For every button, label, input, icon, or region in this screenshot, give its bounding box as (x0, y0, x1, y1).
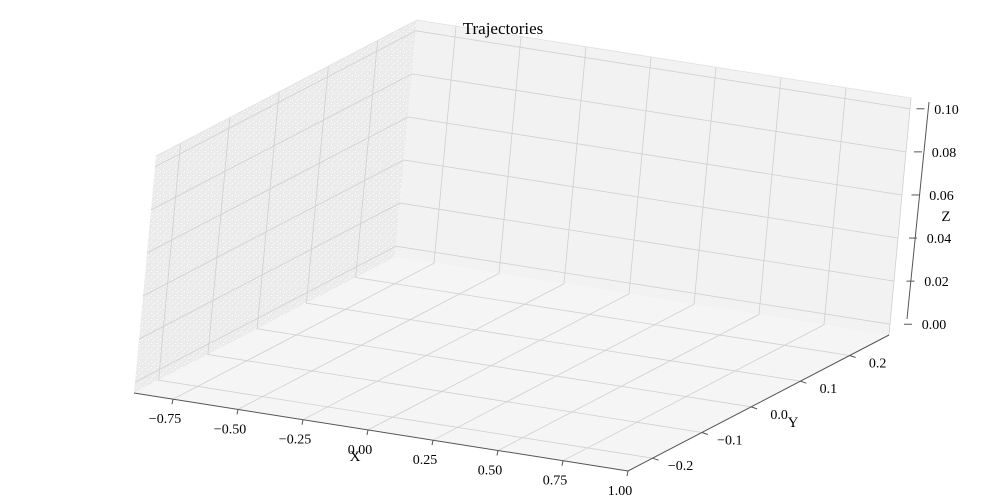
x-tick-mark-5 (496, 450, 499, 456)
x-tick-mark-0 (171, 399, 174, 405)
x-gridline-1 (237, 36, 522, 410)
x-tick-mark-7 (626, 470, 629, 477)
y-gridline-0 (158, 143, 653, 459)
z-gridline-4 (150, 73, 907, 211)
x-gridline-5 (497, 77, 782, 451)
x-tick-mark-2 (301, 419, 304, 425)
top-pane-edge (155, 19, 912, 157)
y-tick-mark-2 (750, 406, 758, 410)
x-gridline-3 (367, 56, 652, 431)
y-tick-label-0: −0.2 (668, 459, 693, 474)
axes-panes (134, 20, 911, 471)
chart-title: Trajectories (463, 19, 544, 38)
grid-lines (134, 19, 912, 472)
axis-lines (133, 101, 930, 477)
z-tick-label-3: 0.06 (929, 189, 954, 204)
floor-pane (134, 257, 889, 471)
z-gridline-5 (154, 30, 911, 168)
y-tick-label-3: 0.1 (820, 382, 838, 397)
y-tick-label-4: 0.2 (869, 357, 887, 372)
z-gridline-1 (138, 202, 895, 340)
z-tick-label-5: 0.10 (934, 103, 959, 118)
y-tick-label-1: −0.1 (717, 434, 742, 449)
z-gridline-2 (142, 159, 899, 297)
x-axis-label: X (350, 449, 361, 465)
x-gridline-2 (302, 46, 587, 421)
x-tick-mark-4 (431, 440, 434, 446)
z-axis-label: Z (941, 209, 950, 225)
x-tick-label-0: −0.75 (149, 412, 181, 427)
y-tick-label-2: 0.0 (770, 408, 788, 423)
z-tick-label-4: 0.08 (932, 146, 957, 161)
z-tick-label-2: 0.04 (927, 232, 952, 247)
y-tick-mark-4 (849, 355, 856, 359)
y-gridline-3 (305, 66, 801, 382)
x-gridline-4 (432, 67, 717, 441)
y-gridline-2 (256, 91, 752, 408)
y-tick-mark-3 (800, 380, 807, 384)
back-pane (395, 20, 911, 335)
x-tick-mark-6 (561, 460, 564, 466)
z-gridline-0 (134, 245, 891, 383)
x-axis-line (133, 392, 629, 472)
z-tick-label-0: 0.00 (922, 318, 947, 333)
x-gridline-0 (172, 26, 457, 400)
y-axis-line (627, 334, 890, 472)
x-tick-label-7: 1.00 (608, 484, 633, 499)
y-tick-mark-1 (701, 432, 709, 435)
y-gridline-4 (355, 40, 850, 356)
y-gridline-1 (207, 117, 702, 433)
z-gridline-3 (146, 116, 903, 254)
x-tick-label-5: 0.50 (478, 463, 503, 478)
x-tick-label-3: 0.00 (348, 443, 373, 458)
x-tick-mark-3 (366, 429, 369, 436)
z-tick-label-1: 0.02 (924, 275, 949, 290)
x-tick-label-2: −0.25 (279, 433, 311, 448)
x-tick-label-1: −0.50 (214, 422, 246, 437)
left-pane (134, 20, 417, 393)
z-axis-line (906, 101, 930, 320)
y-tick-mark-0 (652, 457, 659, 461)
tick-labels: −0.75 −0.50 −0.25 0.00 0.25 0.50 0.75 1.00 −0.2 −… (149, 103, 959, 499)
x-tick-label-6: 0.75 (543, 474, 568, 489)
y-axis-label: Y (788, 415, 799, 431)
x-gridline-6 (562, 87, 847, 462)
x-tick-mark-1 (236, 409, 239, 415)
x-tick-label-4: 0.25 (413, 453, 438, 468)
